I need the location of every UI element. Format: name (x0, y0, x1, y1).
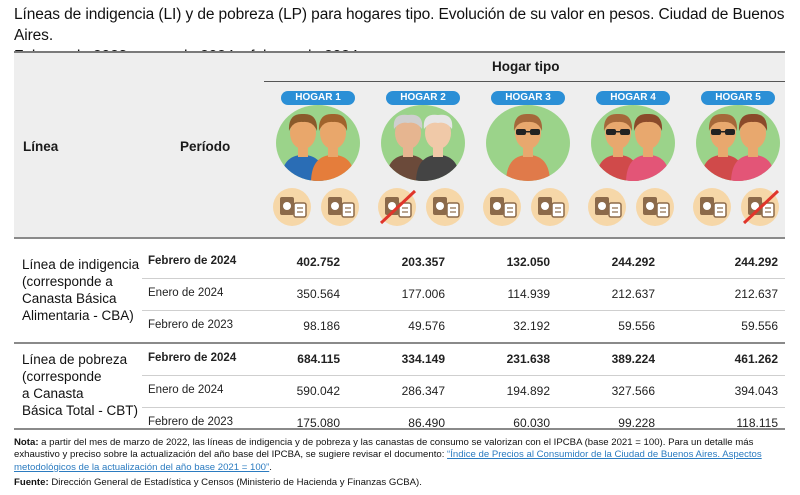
note-text: a partir del mes de marzo de 2022, las l… (14, 437, 754, 461)
period-cell: Febrero de 2023 (148, 319, 234, 331)
section-label-line: Alimentaria - CBA) (22, 308, 134, 323)
source-text: Dirección General de Estadística y Censo… (48, 477, 422, 488)
value-cell-hogar-3: 114.939 (507, 287, 551, 301)
section-label-line: (corresponde (22, 369, 102, 384)
value-cell-hogar-3: 231.638 (506, 352, 550, 366)
section-label-2: Línea de pobreza (corresponde a Canasta Bás… (22, 351, 138, 419)
column-header-linea: Línea (23, 139, 59, 154)
section-label-line: Canasta Básica (22, 291, 117, 306)
source-label: Fuente: (14, 477, 49, 488)
title-line-1: Líneas de indigencia (LI) y de pobreza (… (14, 6, 785, 44)
column-header-periodo: Período (180, 139, 231, 154)
value-cell-hogar-5: 212.637 (734, 287, 778, 301)
value-cell-hogar-1: 590.042 (296, 384, 340, 398)
period-cell: Febrero de 2023 (148, 416, 234, 428)
value-cell-hogar-2: 334.149 (401, 352, 445, 366)
period-cell: Enero de 2024 (148, 287, 224, 299)
table-bottom-rule (14, 428, 785, 430)
column-header-hogar-tipo: Hogar tipo (492, 59, 560, 74)
value-cell-hogar-4: 327.566 (611, 384, 655, 398)
value-cell-hogar-1: 684.115 (297, 352, 340, 366)
value-cell-hogar-3: 132.050 (506, 255, 550, 269)
hogar-tipo-rule (264, 81, 785, 82)
value-cell-hogar-5: 244.292 (734, 255, 778, 269)
value-cell-hogar-2: 177.006 (401, 287, 445, 301)
value-cell-hogar-2: 286.347 (401, 384, 445, 398)
hogar-badge: HOGAR 3 (491, 91, 565, 105)
row-divider (142, 278, 785, 279)
family-illustration-icon (486, 105, 570, 181)
value-cell-hogar-1: 402.752 (296, 255, 340, 269)
family-illustration-icon (591, 105, 675, 181)
value-cell-hogar-4: 212.637 (611, 287, 655, 301)
source-note: Fuente: Dirección General de Estadística… (14, 477, 422, 488)
section-label-line: Básica Total - CBT) (22, 403, 139, 418)
value-cell-hogar-2: 86.490 (408, 416, 445, 430)
family-illustration-icon (381, 105, 465, 181)
row-divider (142, 375, 785, 376)
section-label-1: Línea de indigencia (corresponde a Canasta… (22, 256, 139, 324)
value-cell-hogar-3: 32.192 (513, 319, 550, 333)
canasta-icons (483, 188, 569, 226)
canasta-icons (273, 188, 359, 226)
period-cell: Enero de 2024 (148, 384, 224, 396)
canasta-icons (378, 188, 464, 226)
value-cell-hogar-4: 99.228 (618, 416, 655, 430)
value-cell-hogar-5: 59.556 (741, 319, 778, 333)
value-cell-hogar-1: 350.564 (296, 287, 340, 301)
note-end: . (269, 461, 272, 473)
note-label: Nota: (14, 437, 39, 448)
value-cell-hogar-1: 175.080 (296, 416, 340, 430)
hogar-badge: HOGAR 5 (701, 91, 775, 105)
value-cell-hogar-3: 194.892 (506, 384, 550, 398)
section-label-line: a Canasta (22, 386, 84, 401)
row-divider (142, 310, 785, 311)
value-cell-hogar-5: 118.115 (736, 416, 778, 430)
value-cell-hogar-4: 389.224 (611, 352, 655, 366)
hogar-badge: HOGAR 4 (596, 91, 670, 105)
section-label-line: Línea de indigencia (22, 257, 140, 272)
canasta-icons (588, 188, 674, 226)
section-label-line: (corresponde a (22, 274, 113, 289)
value-cell-hogar-1: 98.186 (303, 319, 340, 333)
period-cell: Febrero de 2024 (148, 352, 237, 364)
value-cell-hogar-4: 244.292 (611, 255, 655, 269)
document-link[interactable]: “Índice de Precios al Consumidor de la C… (14, 449, 762, 473)
section-label-line: Línea de pobreza (22, 352, 128, 367)
hogar-badge: HOGAR 1 (281, 91, 355, 105)
value-cell-hogar-5: 461.262 (734, 352, 778, 366)
row-divider (142, 407, 785, 408)
family-illustration-icon (696, 105, 780, 181)
section-divider (14, 342, 785, 344)
family-illustration-icon (276, 105, 360, 181)
value-cell-hogar-3: 60.030 (513, 416, 550, 430)
footnote: Nota: a partir del mes de marzo de 2022,… (14, 437, 788, 474)
value-cell-hogar-2: 203.357 (401, 255, 445, 269)
period-cell: Febrero de 2024 (148, 255, 237, 267)
value-cell-hogar-2: 49.576 (408, 319, 445, 333)
value-cell-hogar-5: 394.043 (734, 384, 778, 398)
section-divider (14, 237, 785, 239)
canasta-icons (693, 188, 780, 226)
data-table: Línea Período Hogar tipo HOGAR 1 HOGAR 2 H… (14, 51, 785, 430)
value-cell-hogar-4: 59.556 (618, 319, 655, 333)
hogar-badge: HOGAR 2 (386, 91, 460, 105)
